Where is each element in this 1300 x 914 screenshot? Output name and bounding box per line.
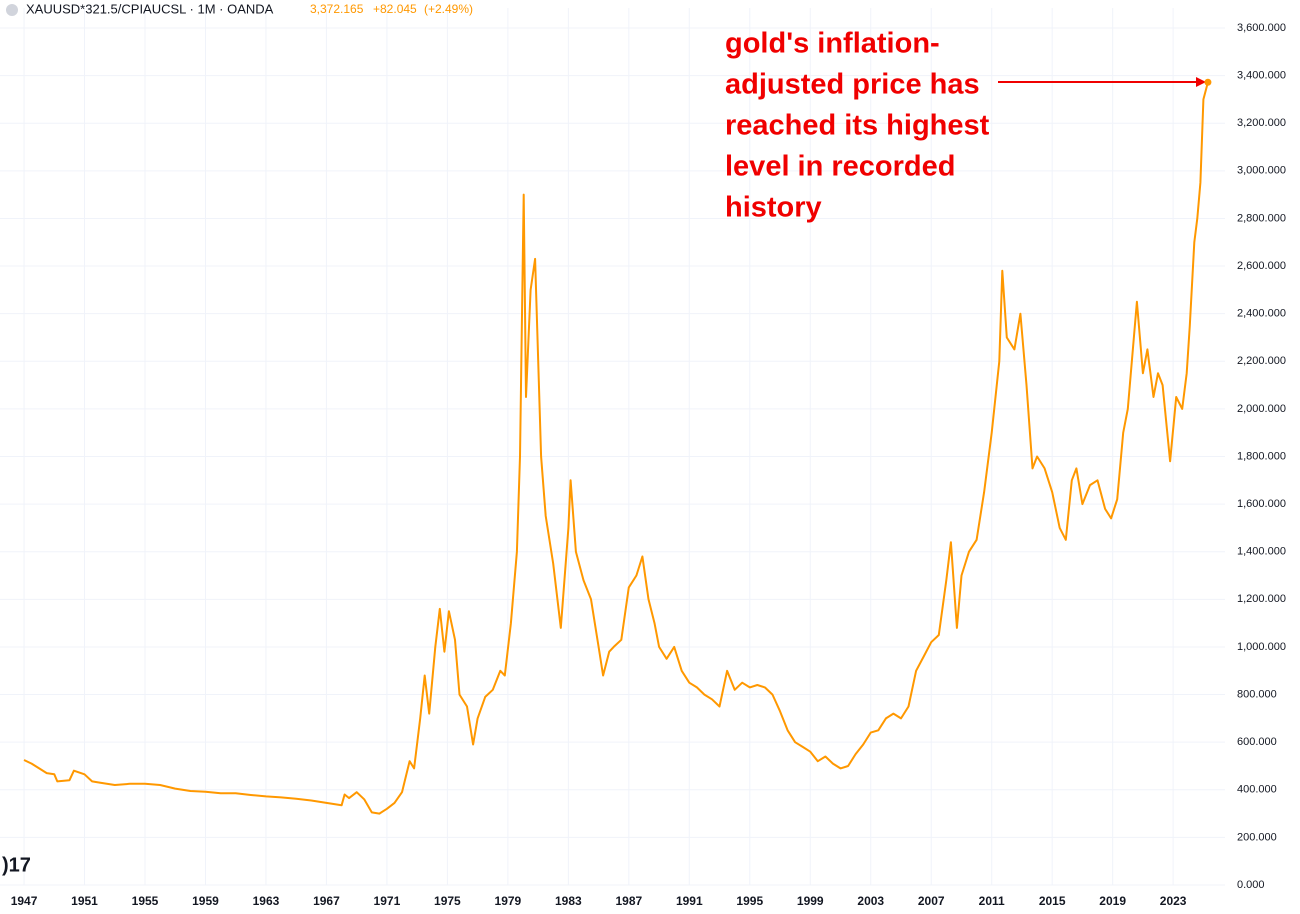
y-tick-label: 0.000 bbox=[1237, 879, 1265, 891]
x-tick-label: 1987 bbox=[615, 894, 642, 908]
y-tick-label: 800.000 bbox=[1237, 688, 1277, 700]
x-tick-label: 2011 bbox=[979, 894, 1005, 908]
close-icon[interactable] bbox=[6, 4, 18, 16]
x-tick-label: 1999 bbox=[797, 894, 824, 908]
annotation-line: reached its highest bbox=[725, 110, 990, 142]
x-tick-label: 2003 bbox=[857, 894, 884, 908]
y-tick-label: 3,600.000 bbox=[1237, 22, 1286, 34]
y-tick-label: 3,200.000 bbox=[1237, 117, 1286, 129]
y-tick-label: 2,600.000 bbox=[1237, 260, 1286, 272]
x-tick-label: 1947 bbox=[11, 894, 38, 908]
annotation-line: adjusted price has bbox=[725, 69, 980, 101]
y-tick-label: 2,200.000 bbox=[1237, 355, 1286, 367]
x-tick-label: 1995 bbox=[736, 894, 763, 908]
change-pct: (+2.49%) bbox=[424, 2, 473, 16]
x-tick-label: 1967 bbox=[313, 894, 340, 908]
x-tick-label: 1983 bbox=[555, 894, 582, 908]
x-tick-label: 2015 bbox=[1039, 894, 1066, 908]
y-tick-label: 1,200.000 bbox=[1237, 593, 1286, 605]
y-tick-label: 3,400.000 bbox=[1237, 70, 1286, 82]
y-tick-label: 1,600.000 bbox=[1237, 498, 1286, 510]
last-point bbox=[1204, 78, 1212, 86]
change: +82.045 bbox=[373, 2, 417, 16]
logo: )17 bbox=[2, 854, 31, 876]
x-tick-label: 1951 bbox=[71, 894, 98, 908]
x-tick-label: 1991 bbox=[676, 894, 703, 908]
y-tick-label: 2,400.000 bbox=[1237, 308, 1286, 320]
y-tick-label: 1,800.000 bbox=[1237, 450, 1286, 462]
x-tick-label: 1959 bbox=[192, 894, 219, 908]
x-tick-label: 2007 bbox=[918, 894, 945, 908]
x-tick-label: 1979 bbox=[495, 894, 522, 908]
symbol: XAUUSD*321.5/CPIAUCSL · 1M · OANDA bbox=[26, 1, 274, 16]
annotation: gold's inflation-adjusted price has reach… bbox=[725, 28, 990, 224]
x-tick-label: 1955 bbox=[132, 894, 159, 908]
annotation-line: history bbox=[725, 192, 822, 224]
y-tick-label: 600.000 bbox=[1237, 736, 1277, 748]
last-value: 3,372.165 bbox=[310, 2, 364, 16]
y-tick-label: 3,000.000 bbox=[1237, 165, 1286, 177]
x-tick-label: 2019 bbox=[1099, 894, 1126, 908]
annotation-line: level in recorded bbox=[725, 151, 956, 183]
annotation-line: gold's inflation- bbox=[725, 28, 940, 60]
grid bbox=[0, 8, 1225, 886]
y-tick-label: 200.000 bbox=[1237, 831, 1277, 843]
x-tick-label: 1975 bbox=[434, 894, 461, 908]
y-tick-label: 2,800.000 bbox=[1237, 212, 1286, 224]
y-tick-label: 1,400.000 bbox=[1237, 546, 1286, 558]
x-tick-label: 1963 bbox=[253, 894, 280, 908]
y-tick-label: 2,000.000 bbox=[1237, 403, 1286, 415]
y-tick-label: 400.000 bbox=[1237, 784, 1277, 796]
price-line bbox=[23, 81, 1209, 815]
y-tick-label: 1,000.000 bbox=[1237, 641, 1286, 653]
x-tick-label: 1971 bbox=[374, 894, 401, 908]
x-tick-label: 2023 bbox=[1160, 894, 1187, 908]
arrow-head bbox=[1196, 77, 1206, 87]
